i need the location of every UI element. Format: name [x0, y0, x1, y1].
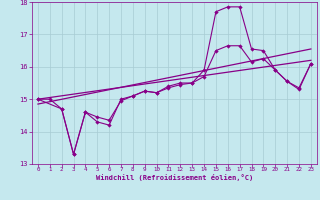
- X-axis label: Windchill (Refroidissement éolien,°C): Windchill (Refroidissement éolien,°C): [96, 174, 253, 181]
